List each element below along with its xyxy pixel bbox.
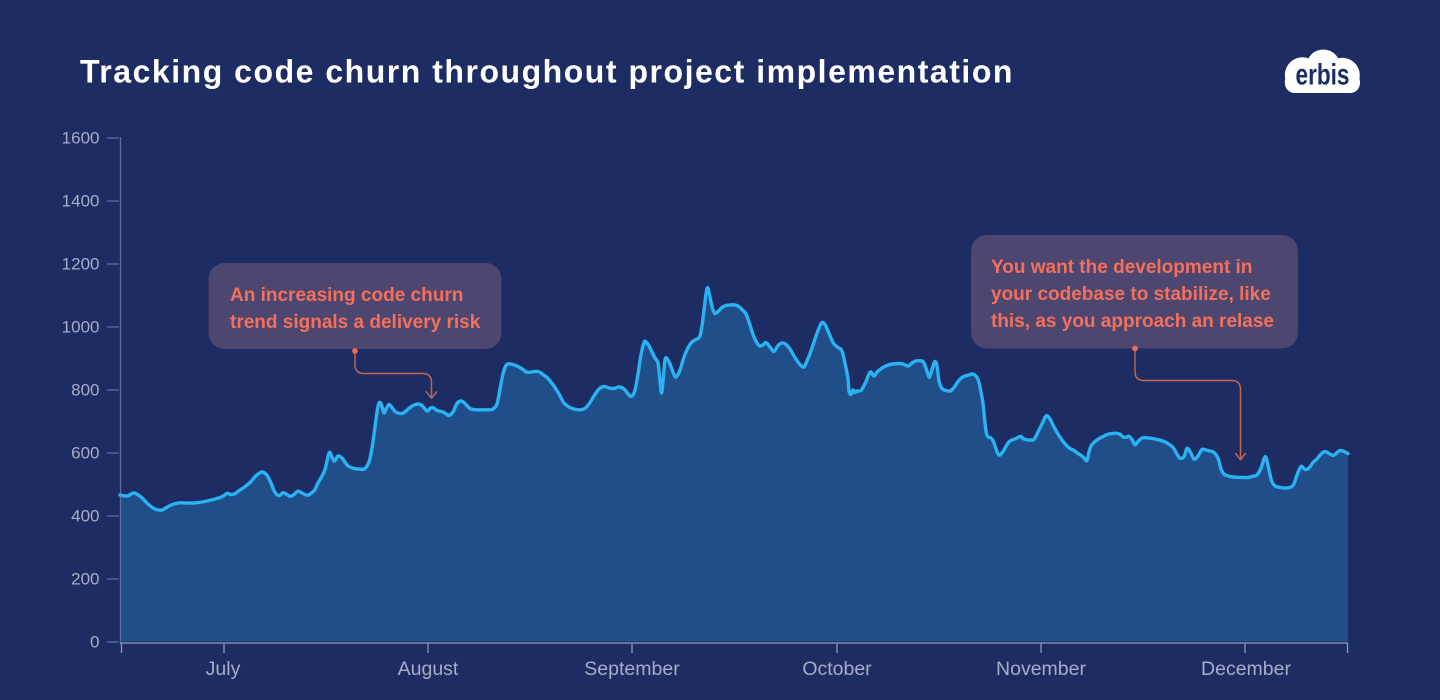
- svg-text:July: July: [206, 658, 241, 680]
- svg-text:1000: 1000: [62, 318, 100, 337]
- svg-text:November: November: [996, 658, 1086, 680]
- svg-text:1600: 1600: [62, 129, 100, 148]
- svg-text:600: 600: [71, 444, 99, 463]
- svg-text:Tracking code churn throughout: Tracking code churn throughout project i…: [80, 54, 1014, 90]
- svg-text:this, as you approach an relas: this, as you approach an relase: [991, 311, 1274, 332]
- svg-text:erbis: erbis: [1296, 58, 1350, 91]
- svg-text:400: 400: [71, 507, 99, 526]
- svg-text:200: 200: [71, 570, 99, 589]
- svg-text:August: August: [398, 658, 459, 680]
- svg-text:You want the development in: You want the development in: [991, 257, 1252, 278]
- svg-text:December: December: [1201, 658, 1291, 680]
- svg-text:September: September: [584, 658, 680, 680]
- svg-text:An increasing code churn: An increasing code churn: [230, 285, 463, 306]
- svg-text:1400: 1400: [62, 192, 100, 211]
- svg-text:trend signals a delivery risk: trend signals a delivery risk: [230, 312, 481, 333]
- svg-text:your codebase to stabilize, li: your codebase to stabilize, like: [991, 284, 1271, 305]
- svg-text:0: 0: [90, 633, 99, 652]
- svg-text:October: October: [802, 658, 872, 680]
- svg-text:1200: 1200: [62, 255, 100, 274]
- svg-text:800: 800: [71, 381, 99, 400]
